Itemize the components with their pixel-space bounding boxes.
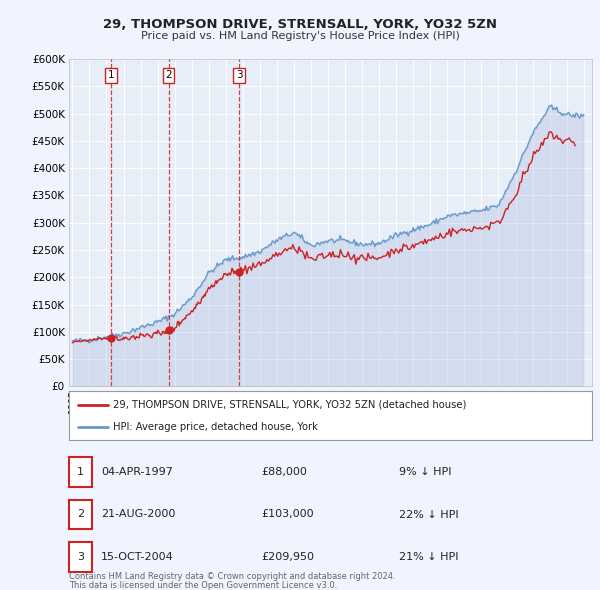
Text: £209,950: £209,950 — [261, 552, 314, 562]
Text: Contains HM Land Registry data © Crown copyright and database right 2024.: Contains HM Land Registry data © Crown c… — [69, 572, 395, 581]
Text: 21-AUG-2000: 21-AUG-2000 — [101, 510, 175, 519]
Text: HPI: Average price, detached house, York: HPI: Average price, detached house, York — [113, 422, 319, 432]
Text: 3: 3 — [77, 552, 84, 562]
Text: £103,000: £103,000 — [261, 510, 314, 519]
Text: 29, THOMPSON DRIVE, STRENSALL, YORK, YO32 5ZN: 29, THOMPSON DRIVE, STRENSALL, YORK, YO3… — [103, 18, 497, 31]
Text: This data is licensed under the Open Government Licence v3.0.: This data is licensed under the Open Gov… — [69, 581, 337, 589]
Text: £88,000: £88,000 — [261, 467, 307, 477]
Text: 3: 3 — [236, 70, 242, 80]
Text: 2: 2 — [165, 70, 172, 80]
Text: 04-APR-1997: 04-APR-1997 — [101, 467, 173, 477]
Text: 1: 1 — [77, 467, 84, 477]
Text: Price paid vs. HM Land Registry's House Price Index (HPI): Price paid vs. HM Land Registry's House … — [140, 31, 460, 41]
Text: 21% ↓ HPI: 21% ↓ HPI — [399, 552, 458, 562]
Text: 22% ↓ HPI: 22% ↓ HPI — [399, 510, 458, 519]
Text: 1: 1 — [107, 70, 114, 80]
Text: 29, THOMPSON DRIVE, STRENSALL, YORK, YO32 5ZN (detached house): 29, THOMPSON DRIVE, STRENSALL, YORK, YO3… — [113, 399, 467, 409]
Text: 9% ↓ HPI: 9% ↓ HPI — [399, 467, 452, 477]
Text: 15-OCT-2004: 15-OCT-2004 — [101, 552, 173, 562]
Text: 2: 2 — [77, 510, 84, 519]
